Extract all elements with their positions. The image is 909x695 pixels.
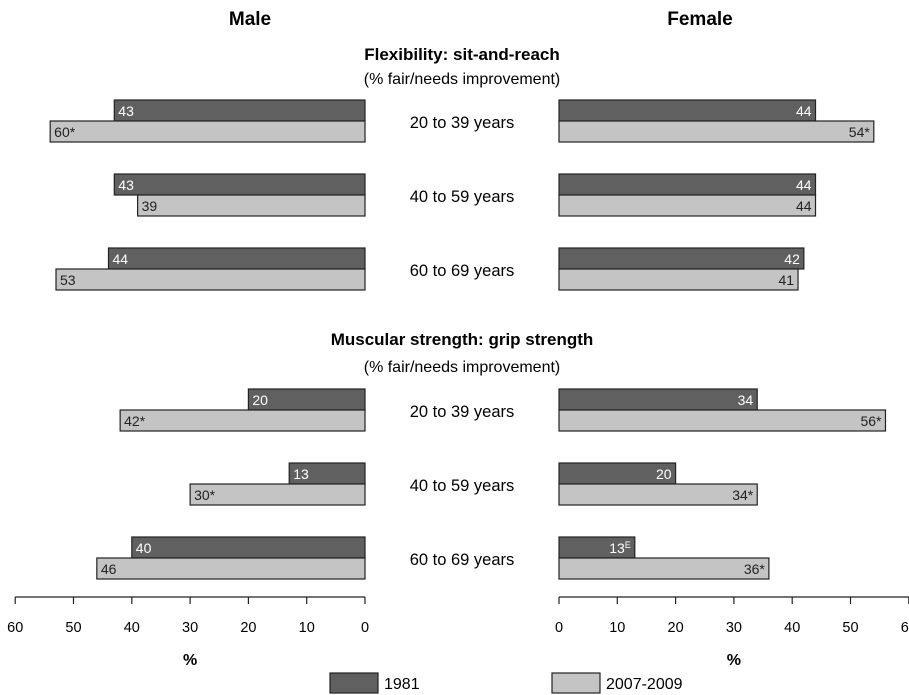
bar-male-2007-2009 [137, 194, 366, 217]
section-title: Flexibility: sit-and-reach [364, 45, 560, 64]
bar-value-label: 60* [54, 124, 76, 140]
bar-male-2007-2009 [49, 120, 366, 143]
bar-value-label: 20 [656, 466, 672, 482]
tick-label: 50 [842, 620, 858, 636]
header-female: Female [667, 9, 732, 30]
tick-label: 30 [726, 620, 742, 636]
bar-value-label: 20 [252, 392, 268, 408]
group-row: 20 to 39 years 20 42* 34 56* [119, 388, 887, 432]
legend: 1981 2007-2009 [329, 672, 683, 694]
bar-female-1981 [558, 173, 817, 196]
section-2: Muscular strength: grip strength (% fair/… [96, 330, 887, 580]
bar-value-label: 53 [60, 272, 76, 288]
bar-female-2007-2009 [558, 268, 799, 291]
legend-item-1: 1981 [329, 672, 420, 694]
bar-female-2007-2009 [558, 483, 758, 506]
tick-label: 50 [65, 620, 81, 636]
group-label: 20 to 39 years [410, 403, 515, 421]
legend-swatch [551, 672, 601, 694]
group-label: 60 to 69 years [410, 551, 515, 569]
bar-male-1981 [107, 247, 366, 270]
header-male: Male [229, 9, 271, 30]
bar-female-2007-2009 [558, 409, 887, 432]
bar-female-2007-2009 [558, 194, 817, 217]
tick-label: 40 [784, 620, 800, 636]
tick-label: 20 [240, 620, 256, 636]
x-axis-female: 0 10 20 30 40 50 60% [555, 596, 909, 669]
tick-label: 0 [555, 620, 563, 636]
bar-female-1981 [558, 247, 805, 270]
bar-male-1981 [113, 173, 366, 196]
chart-headers: Male Female [229, 9, 733, 30]
section-1: Flexibility: sit-and-reach (% fair/needs … [49, 45, 875, 291]
chart-sections: Flexibility: sit-and-reach (% fair/needs … [49, 45, 887, 580]
bar-value-label: 42 [784, 251, 800, 267]
bar-value-label: 44 [796, 103, 812, 119]
x-axes: 0 10 20 30 40 50 60% 0 10 20 30 40 50 60% [7, 596, 909, 669]
bar-female-1981 [558, 388, 758, 411]
section-subtitle: (% fair/needs improvement) [364, 71, 561, 88]
bar-value-label: 30* [194, 487, 216, 503]
bar-value-label: 56* [860, 413, 882, 429]
bar-female-2007-2009 [558, 557, 770, 580]
bar-value-label: 36* [744, 561, 766, 577]
bar-male-2007-2009 [55, 268, 366, 291]
legend-swatch [329, 672, 379, 694]
bar-male-2007-2009 [189, 483, 366, 506]
legend-label: 2007-2009 [606, 676, 683, 693]
bar-value-label: 13 [293, 466, 309, 482]
group-label: 60 to 69 years [410, 262, 515, 280]
group-label: 20 to 39 years [410, 114, 515, 132]
estimate-flag: E [625, 540, 631, 550]
bar-value-label: 44 [796, 177, 812, 193]
x-axis-male: 0 10 20 30 40 50 60% [7, 596, 369, 669]
section-subtitle: (% fair/needs improvement) [364, 359, 561, 376]
bar-male-2007-2009 [119, 409, 366, 432]
bar-value-label: 34* [732, 487, 754, 503]
tick-label: 60 [901, 620, 909, 636]
legend-label: 1981 [384, 676, 420, 693]
bar-value-label: 46 [101, 561, 117, 577]
tick-label: 40 [124, 620, 140, 636]
tick-label: 20 [668, 620, 684, 636]
bar-male-1981 [131, 536, 366, 559]
bar-value-label: 42* [124, 413, 146, 429]
axis-label: % [183, 652, 197, 669]
bar-value-label: 43 [118, 177, 134, 193]
group-label: 40 to 59 years [410, 188, 515, 206]
bar-female-2007-2009 [558, 120, 875, 143]
bar-value-label: 44 [796, 198, 812, 214]
axis-label: % [727, 652, 741, 669]
bar-male-2007-2009 [96, 557, 366, 580]
group-row: 40 to 59 years 43 39 44 44 [113, 173, 817, 217]
bar-value-label: 34 [738, 392, 754, 408]
bar-value-label: 54* [849, 124, 871, 140]
group-label: 40 to 59 years [410, 477, 515, 495]
bar-value-label: 40 [136, 540, 152, 556]
tick-label: 10 [299, 620, 315, 636]
group-row: 60 to 69 years 44 53 42 41 [55, 247, 805, 291]
bar-value-label: 44 [112, 251, 128, 267]
group-row: 20 to 39 years 43 60* 44 54* [49, 99, 875, 143]
group-row: 40 to 59 years 13 30* 20 34* [189, 462, 758, 506]
tick-label: 30 [182, 620, 198, 636]
bar-value-label: 43 [118, 103, 134, 119]
section-title: Muscular strength: grip strength [331, 330, 594, 349]
tick-label: 60 [7, 620, 23, 636]
tick-label: 0 [361, 620, 369, 636]
tick-label: 10 [609, 620, 625, 636]
bar-male-1981 [113, 99, 366, 122]
legend-item-2: 2007-2009 [551, 672, 683, 694]
bar-female-1981 [558, 99, 817, 122]
bar-value-label: 41 [778, 272, 794, 288]
bar-value-label: 39 [142, 198, 158, 214]
